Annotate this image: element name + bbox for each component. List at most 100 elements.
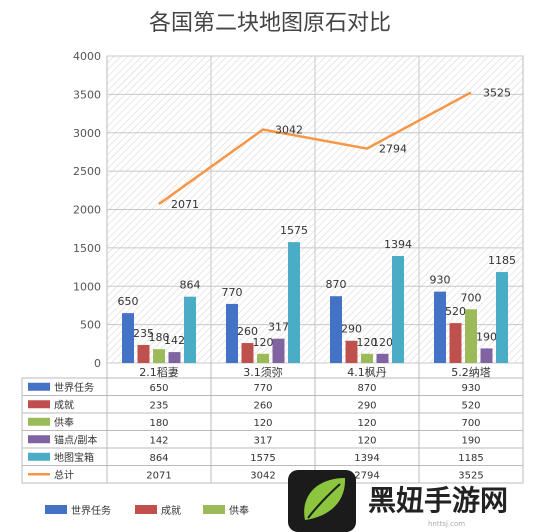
category-label: 4.1枫丹 — [347, 365, 387, 379]
legend-label: 成就 — [161, 504, 181, 517]
table-cell: 1575 — [250, 453, 275, 464]
legend-label: 供奉 — [229, 504, 249, 517]
table-cell: 870 — [357, 383, 376, 394]
bar — [330, 296, 342, 363]
table-series-name: 世界任务 — [54, 381, 94, 394]
bar — [496, 272, 508, 363]
bar — [168, 352, 181, 363]
bar — [361, 353, 373, 363]
legend-key — [135, 505, 157, 514]
bar — [122, 313, 134, 363]
data-label: 1575 — [280, 224, 308, 237]
watermark-url: hnttsj.com — [428, 520, 465, 528]
y-tick-label: 500 — [80, 319, 101, 332]
chart-title: 各国第二块地图原石对比 — [149, 11, 391, 36]
table-cell: 2071 — [146, 470, 171, 481]
table-cell: 864 — [149, 453, 168, 464]
category-label: 5.2纳塔 — [451, 366, 491, 379]
data-label: 180 — [149, 331, 170, 344]
data-label: 120 — [357, 336, 378, 349]
table-cell: 317 — [253, 435, 272, 446]
bar — [392, 256, 404, 363]
bar — [184, 296, 196, 363]
bar — [241, 343, 254, 363]
category-label: 3.1须弥 — [243, 365, 283, 379]
data-label: 864 — [180, 279, 201, 292]
table-legend-key — [28, 435, 50, 444]
table-series-name: 成就 — [54, 398, 74, 411]
y-tick-label: 2500 — [73, 165, 101, 178]
bar — [345, 340, 358, 363]
table-series-name: 地图宝箱 — [54, 451, 94, 464]
legend-label: 世界任务 — [71, 504, 111, 517]
bar — [465, 309, 477, 363]
bar — [376, 353, 389, 363]
bar — [434, 291, 446, 363]
line-data-label: 2794 — [379, 143, 407, 156]
table-cell: 2794 — [354, 470, 379, 481]
table-cell: 700 — [461, 418, 480, 429]
data-label: 290 — [341, 323, 362, 336]
table-cell: 120 — [253, 418, 272, 429]
y-tick-label: 3000 — [73, 127, 101, 140]
data-label: 930 — [430, 274, 451, 287]
table-cell: 180 — [149, 418, 168, 429]
data-label: 120 — [253, 336, 274, 349]
table-cell: 290 — [357, 400, 376, 411]
data-label: 700 — [461, 291, 482, 304]
bar — [137, 344, 150, 363]
data-label: 120 — [372, 336, 393, 349]
data-label: 142 — [164, 334, 185, 347]
table-series-name: 供奉 — [54, 416, 74, 429]
table-cell: 3042 — [250, 470, 275, 481]
y-tick-label: 1000 — [73, 280, 101, 293]
category-label: 2.1稻妻 — [139, 366, 179, 379]
y-tick-label: 2000 — [73, 204, 101, 217]
y-tick-label: 0 — [94, 357, 101, 370]
line-data-label: 2071 — [171, 198, 199, 211]
bar — [480, 348, 493, 363]
table-cell: 520 — [461, 400, 480, 411]
table-cell: 650 — [149, 383, 168, 394]
series-line — [158, 91, 472, 206]
data-label: 317 — [268, 321, 289, 334]
data-label: 1185 — [488, 254, 516, 267]
bar — [272, 338, 285, 363]
watermark-text: 黑妞手游网 — [368, 484, 508, 517]
bar — [153, 349, 165, 363]
table-cell: 120 — [357, 418, 376, 429]
legend: 世界任务 成就 供奉 — [45, 504, 249, 517]
data-label: 260 — [237, 325, 258, 338]
data-label: 190 — [476, 330, 497, 343]
table-legend-key — [28, 400, 50, 409]
y-tick-label: 4000 — [73, 50, 101, 63]
legend-key — [45, 505, 67, 514]
table-cell: 235 — [149, 400, 168, 411]
line-data-label: 3525 — [483, 86, 511, 99]
table-legend-key — [28, 417, 50, 426]
table-series-name: 锚点/副本 — [54, 433, 97, 446]
table-legend-key — [28, 452, 50, 461]
y-axis-ticks: 0 500 1000 1500 2000 2500 3000 3500 4000 — [73, 50, 101, 370]
bar — [288, 242, 300, 363]
table-cell: 1394 — [354, 453, 379, 464]
table-cell: 120 — [357, 435, 376, 446]
data-label: 770 — [222, 286, 243, 299]
table-cell: 260 — [253, 400, 272, 411]
data-label: 1394 — [384, 238, 412, 251]
data-label: 235 — [133, 327, 154, 340]
y-tick-label: 1500 — [73, 242, 101, 255]
data-label: 650 — [118, 295, 139, 308]
table-cell: 190 — [461, 435, 480, 446]
category-labels: 2.1稻妻 3.1须弥 4.1枫丹 5.2纳塔 — [139, 365, 491, 379]
table-cell: 142 — [149, 435, 168, 446]
line-data-label: 3042 — [275, 124, 303, 137]
table-legend-key — [28, 382, 50, 391]
total-line: 2071 3042 2794 3525 — [158, 86, 511, 211]
bar — [257, 353, 269, 363]
bars: 6502351801428647702601203171575870290120… — [118, 224, 516, 363]
table-cell: 3525 — [458, 470, 483, 481]
watermark: 黑妞手游网 hnttsj.com — [288, 470, 508, 532]
table-cell: 1185 — [458, 453, 483, 464]
